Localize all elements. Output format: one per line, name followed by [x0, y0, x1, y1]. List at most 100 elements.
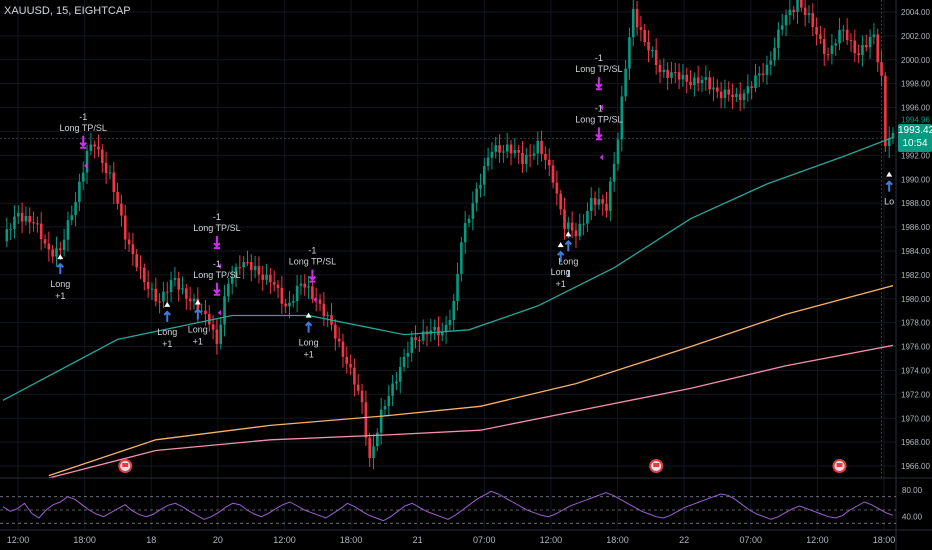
candle-body [662, 69, 666, 73]
candle-body [85, 150, 89, 173]
candle-body [440, 331, 444, 336]
signal-count: -1 [213, 212, 221, 222]
candle-body [735, 93, 738, 98]
time-tick-label: 18:00 [606, 535, 629, 545]
candle-body [784, 15, 788, 26]
candle-body [16, 212, 20, 217]
exit-arrow-icon [308, 269, 317, 283]
long-entry-marker [194, 299, 201, 305]
candle-body [834, 43, 838, 46]
signal-count: +1 [303, 350, 313, 360]
candle-body [112, 172, 116, 193]
candle-body [93, 144, 96, 147]
candle-body [838, 29, 841, 44]
candle-body [788, 9, 792, 16]
candle-body [631, 8, 635, 38]
candle-body [712, 87, 715, 90]
candle-body [578, 223, 582, 237]
candle-body [387, 395, 391, 407]
candle-body [471, 203, 475, 219]
signal-label: Long [558, 256, 578, 266]
candle-body [150, 288, 154, 290]
candle-body [200, 310, 203, 312]
candle-body [9, 228, 12, 230]
candle-body [292, 301, 295, 303]
candle-body [227, 283, 230, 297]
time-tick-label: 18:00 [873, 535, 896, 545]
candle-body [364, 402, 368, 438]
candle-body [643, 29, 647, 43]
signal-label: Long [188, 325, 208, 335]
candle-body [341, 341, 345, 357]
candle-body [169, 279, 173, 292]
candle-body [742, 93, 746, 100]
candle-body [395, 381, 398, 384]
price-tick-label: 1996.00 [901, 104, 930, 113]
candle-body [521, 152, 524, 164]
candle-body [532, 153, 536, 156]
rsi-tick-label: 40.00 [902, 513, 923, 522]
signal-count: -1 [595, 103, 603, 113]
signal-label: Long TP/SL [575, 64, 622, 74]
candle-body [402, 356, 406, 367]
candle-body [857, 53, 860, 56]
candle-body [463, 223, 467, 243]
candle-body [719, 91, 723, 99]
signal-count: -1 [213, 259, 221, 269]
candle-body [777, 29, 780, 48]
candle-body [242, 261, 245, 268]
candle-body [853, 40, 857, 54]
candle-body [616, 139, 620, 164]
candle-body [807, 13, 811, 16]
candle-body [131, 244, 135, 255]
candle-body [143, 267, 146, 283]
candle-body [715, 87, 719, 92]
candle-body [265, 274, 268, 280]
candle-body [822, 39, 826, 55]
candle-body [353, 367, 356, 385]
candle-body [528, 154, 532, 156]
candle-body [36, 223, 39, 225]
candle-body [70, 215, 74, 221]
candle-body [681, 74, 685, 80]
long-entry-marker [305, 312, 312, 318]
flag-event-icon [836, 463, 843, 467]
long-entry-marker [57, 254, 64, 260]
candle-body [257, 266, 261, 275]
candle-body [288, 302, 291, 307]
candle-body [826, 54, 830, 56]
price-tick-label: 1976.00 [901, 343, 930, 352]
candle-body [589, 198, 593, 212]
candle-body [555, 182, 559, 194]
time-tick-label: 07:00 [473, 535, 496, 545]
candle-body [108, 172, 112, 174]
candle-body [13, 216, 16, 229]
price-tick-label: 1998.00 [901, 80, 930, 89]
candle-body [670, 72, 673, 78]
long-arrow-icon [556, 250, 565, 263]
candle-body [181, 288, 184, 290]
candle-body [696, 77, 700, 84]
candle-body [444, 324, 448, 332]
price-tick-label: 1978.00 [901, 319, 930, 328]
candle-body [334, 324, 337, 339]
candle-body [207, 313, 211, 325]
price-tick-label: 1982.00 [901, 271, 930, 280]
candle-body [398, 366, 402, 382]
signal-count: -1 [308, 246, 316, 256]
candle-body [177, 278, 181, 290]
price-tick-label: 1990.00 [901, 175, 930, 184]
candle-body [582, 223, 585, 225]
candle-body [880, 62, 883, 76]
candle-body [567, 222, 570, 229]
candle-body [479, 184, 482, 189]
candle-body [383, 406, 387, 410]
candle-body [253, 266, 257, 270]
candle-body [574, 230, 578, 237]
long-entry-marker [164, 301, 171, 307]
exit-marker [313, 296, 317, 303]
candle-body [356, 384, 360, 391]
candle-body [135, 254, 138, 268]
candle-body [666, 69, 669, 78]
candle-body [452, 300, 456, 320]
